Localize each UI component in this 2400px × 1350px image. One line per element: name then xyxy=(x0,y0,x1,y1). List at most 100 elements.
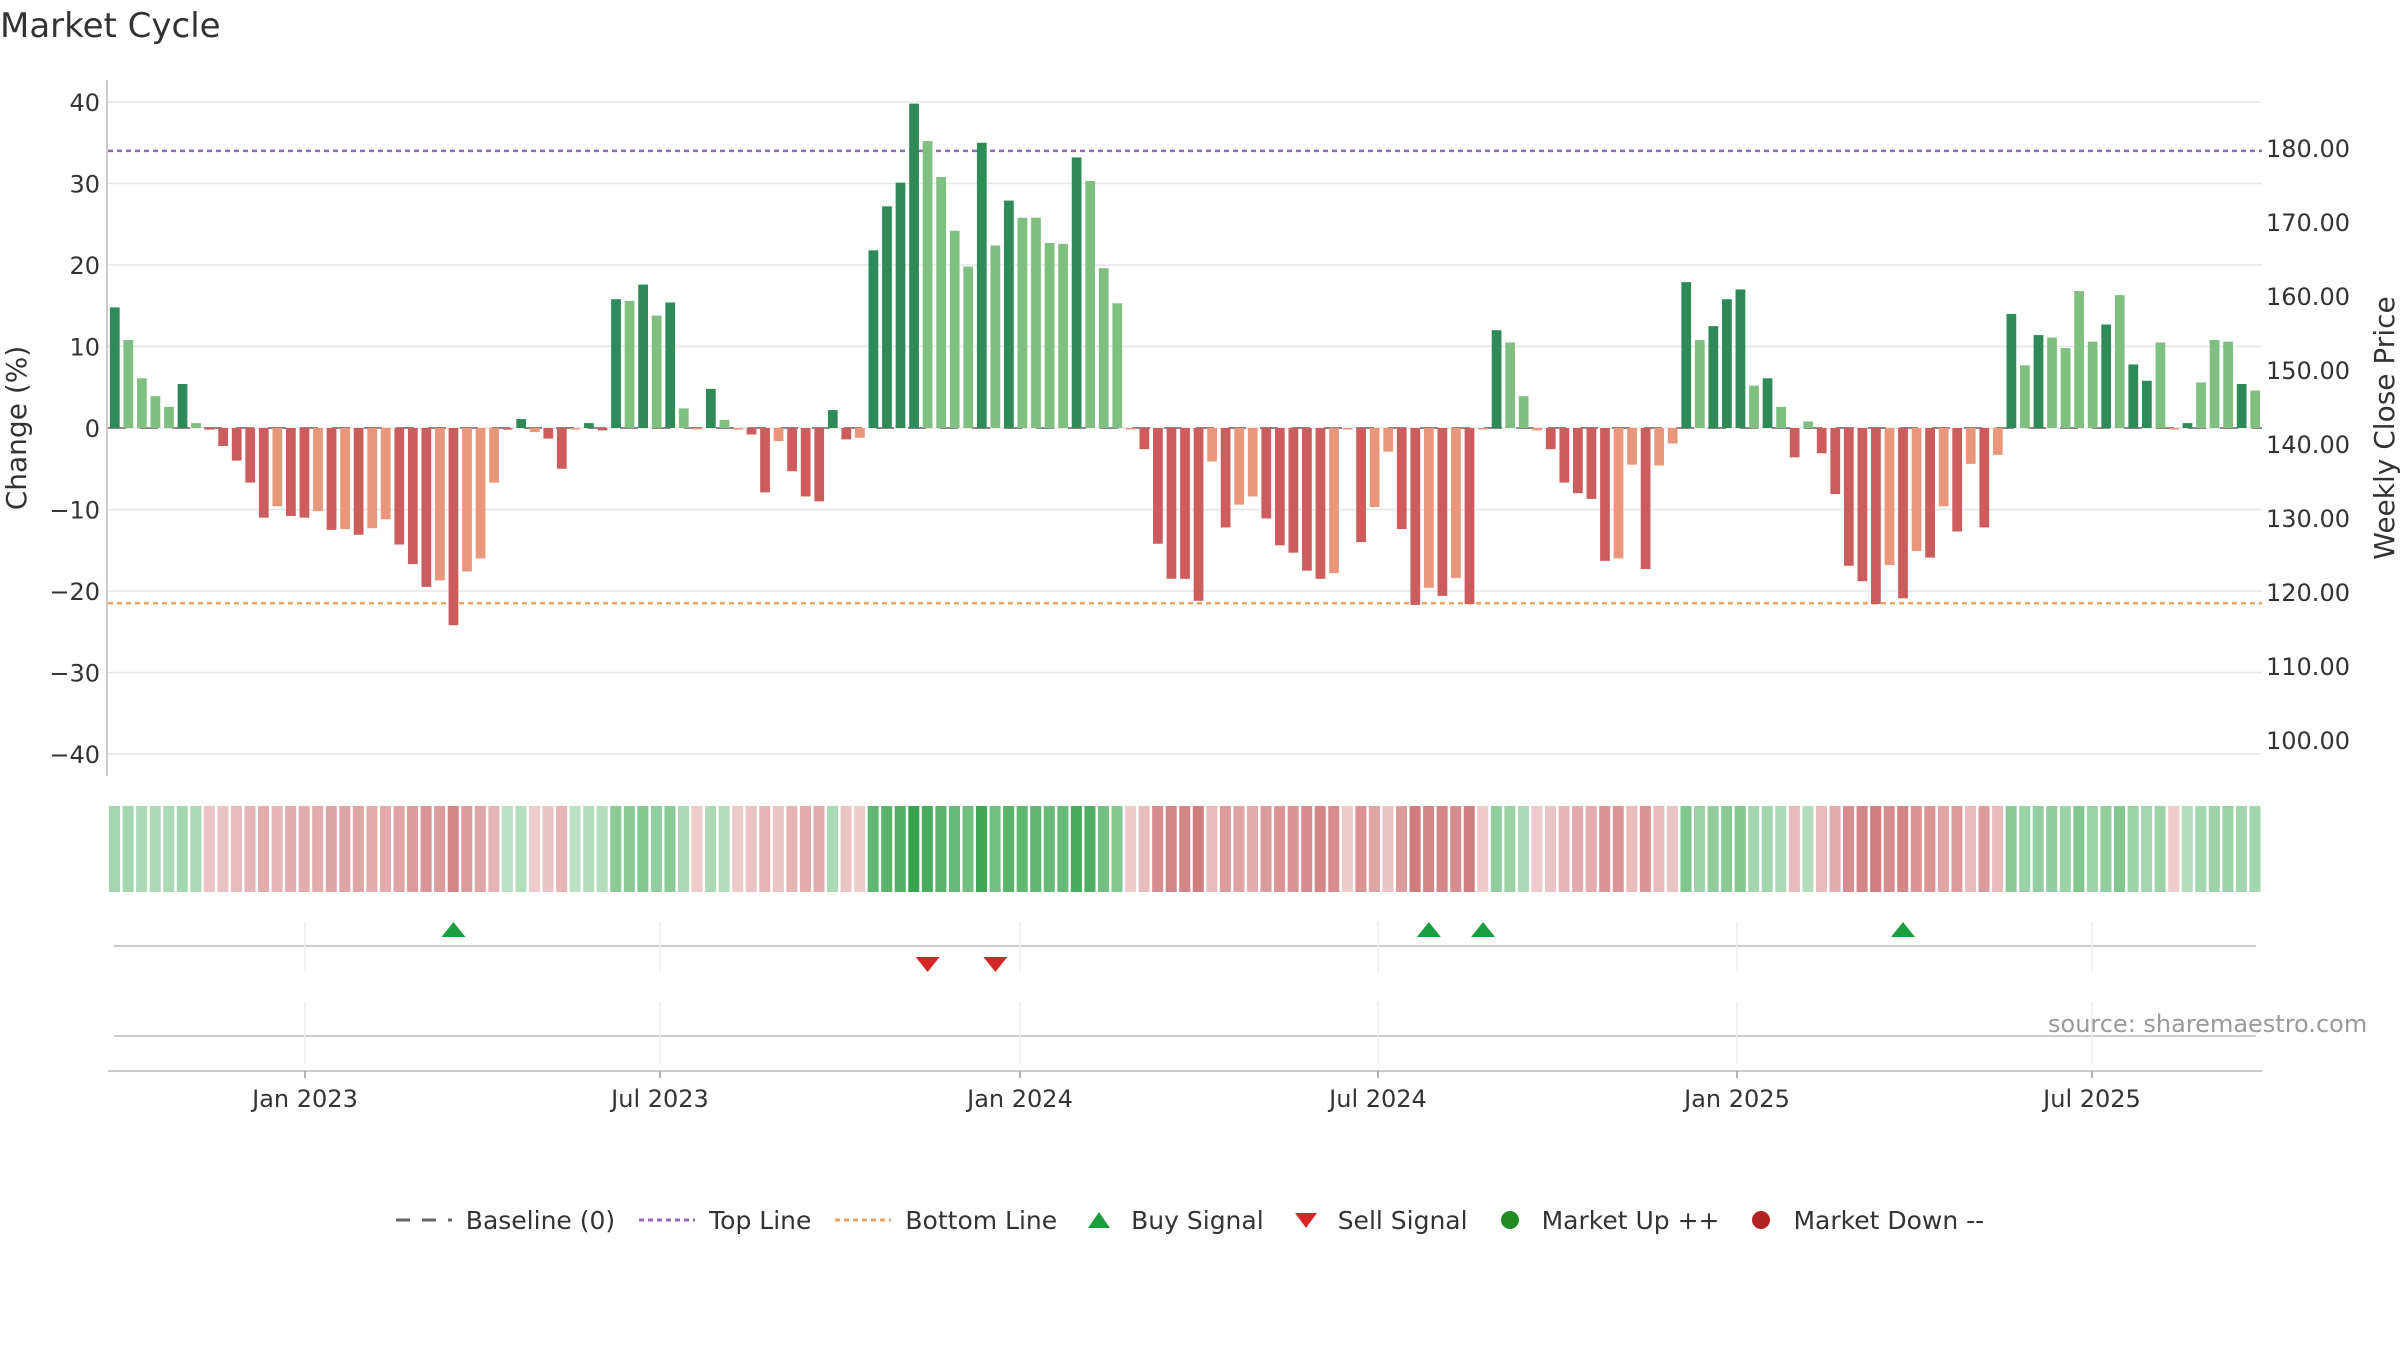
bar xyxy=(1559,428,1570,483)
heat-cell xyxy=(881,806,893,892)
bar xyxy=(1153,428,1163,544)
bar xyxy=(2182,423,2193,428)
top-line-icon xyxy=(639,1218,696,1222)
bar xyxy=(773,428,784,442)
heat-cell xyxy=(2249,806,2261,892)
legend-item-bottom-line[interactable]: Bottom Line xyxy=(833,1206,1057,1235)
bar xyxy=(1220,428,1231,528)
legend-item-baseline[interactable]: Baseline (0) xyxy=(394,1206,615,1235)
bar xyxy=(1600,428,1610,561)
bar xyxy=(272,428,283,507)
heat-cell xyxy=(1694,806,1706,892)
bar xyxy=(421,428,432,587)
bar xyxy=(2155,342,2166,428)
sell-signal xyxy=(983,957,1008,972)
x-tick-label: Jan 2023 xyxy=(250,1085,358,1113)
heat-cell xyxy=(1206,806,1218,892)
heat-cell xyxy=(1748,806,1760,892)
bar xyxy=(841,428,852,440)
bar xyxy=(868,250,879,428)
heat-cell xyxy=(677,806,690,892)
heat-cell xyxy=(718,806,730,892)
heat-cell xyxy=(1165,806,1177,892)
bar xyxy=(1925,428,1935,558)
bar xyxy=(448,428,459,626)
legend-item-market-down[interactable]: Market Down -- xyxy=(1741,1206,1984,1235)
legend-item-sell-signal[interactable]: Sell Signal xyxy=(1286,1206,1468,1235)
heat-cell xyxy=(1517,806,1529,892)
bar xyxy=(922,141,933,428)
bar xyxy=(1031,217,1041,428)
heat-cell xyxy=(989,806,1001,892)
bar xyxy=(556,428,567,469)
heat-cell xyxy=(2235,806,2247,892)
heat-cell xyxy=(1287,806,1299,892)
bar xyxy=(1071,157,1082,429)
heat-cell xyxy=(2046,806,2058,892)
heat-cell xyxy=(1368,806,1380,892)
bar xyxy=(651,315,662,428)
heat-cell xyxy=(948,806,960,892)
bar xyxy=(123,339,134,428)
heat-cell xyxy=(339,806,351,892)
source-note: source: sharemaestro.com xyxy=(2048,1010,2368,1038)
bar xyxy=(150,396,161,428)
heat-cell xyxy=(908,806,920,892)
bar xyxy=(705,388,716,428)
heat-cell xyxy=(2195,806,2207,892)
heat-cell xyxy=(1721,806,1733,892)
bar xyxy=(529,428,540,433)
y-tick-label: 40 xyxy=(69,89,100,117)
bar xyxy=(1247,428,1258,497)
heat-cell xyxy=(1802,806,1814,892)
bar xyxy=(462,428,472,572)
bar xyxy=(1004,200,1014,428)
buy-signal xyxy=(1891,922,1915,937)
y-axis-title: Change (%) xyxy=(0,346,33,511)
bar xyxy=(1586,428,1597,499)
bar xyxy=(665,302,676,428)
bar xyxy=(895,182,906,428)
heat-cell xyxy=(109,806,121,892)
bar xyxy=(1938,428,1949,507)
bar xyxy=(1356,428,1366,543)
bar xyxy=(1464,428,1475,605)
heat-cell xyxy=(772,806,784,892)
legend-item-buy-signal[interactable]: Buy Signal xyxy=(1079,1206,1264,1235)
bar xyxy=(1166,428,1177,579)
legend-item-top-line[interactable]: Top Line xyxy=(637,1206,811,1235)
heat-cell xyxy=(298,806,310,892)
heat-cell xyxy=(1490,806,1502,892)
bar xyxy=(1789,428,1800,458)
bar xyxy=(218,428,229,446)
signal-panel xyxy=(114,922,2256,1064)
legend-item-market-up[interactable]: Market Up ++ xyxy=(1490,1205,1720,1235)
bars xyxy=(109,103,2261,626)
heat-cell xyxy=(203,806,215,892)
heat-cell xyxy=(1558,806,1570,892)
heat-cell xyxy=(1653,806,1665,892)
bar xyxy=(2250,390,2261,428)
bar xyxy=(1451,428,1461,578)
heat-cell xyxy=(1924,806,1936,892)
bar xyxy=(1112,303,1123,428)
heat-cell xyxy=(1192,806,1204,892)
bar xyxy=(394,428,405,545)
bar xyxy=(1098,268,1109,428)
heat-cell xyxy=(962,806,974,892)
baseline-dash-icon xyxy=(395,1218,452,1222)
legend-label: Market Up ++ xyxy=(1541,1205,1720,1235)
bar xyxy=(936,176,947,428)
bottom-line-icon xyxy=(835,1218,892,1222)
y2-tick-label: 180.00 xyxy=(2266,135,2350,163)
bar xyxy=(1288,428,1299,553)
heat-cell xyxy=(1585,806,1597,892)
heat-cell xyxy=(1978,806,1990,892)
bar xyxy=(1058,243,1068,428)
heat-cell xyxy=(1843,806,1855,892)
bar xyxy=(2223,341,2234,428)
heat-cell xyxy=(1179,806,1191,892)
bar xyxy=(2169,428,2179,430)
heat-cell xyxy=(2154,806,2166,892)
heat-cell xyxy=(1964,806,1977,892)
